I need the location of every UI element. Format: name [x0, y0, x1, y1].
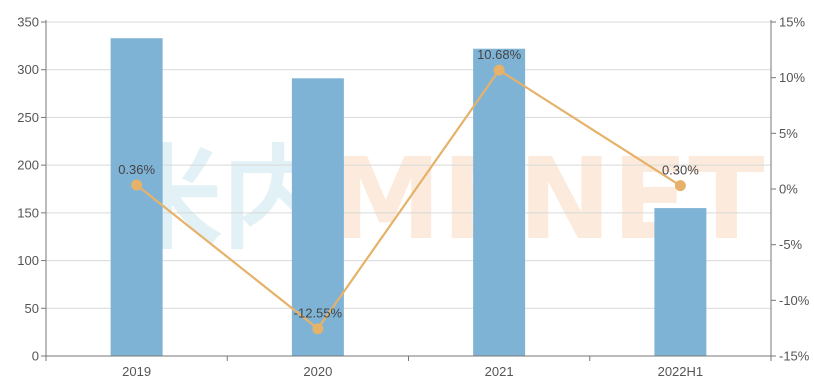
right-tick-label: 5% [779, 126, 798, 141]
x-axis-ticks: 2019 2020 2021 2022H1 [45, 356, 772, 379]
right-tick-label: 0% [779, 182, 798, 197]
left-tick-label: 200 [17, 158, 39, 173]
left-tick-label: 150 [17, 205, 39, 220]
left-tick-label: 300 [17, 62, 39, 77]
x-tick-label: 2020 [303, 364, 332, 379]
right-tick-label: -15% [779, 349, 810, 364]
line-point-2019 [131, 179, 143, 191]
line-point-2021 [493, 64, 505, 76]
data-label-2022h1: 0.30% [662, 163, 699, 178]
x-tick-label: 2021 [485, 364, 514, 379]
x-tick-label: 2022H1 [658, 364, 704, 379]
line-series [131, 64, 686, 335]
left-tick-label: 0 [32, 349, 39, 364]
data-label-2021: 10.68% [477, 47, 522, 62]
right-tick-label: -5% [779, 237, 803, 252]
bar-2022h1 [654, 208, 707, 356]
left-axis-ticks: 0 50 100 150 200 250 300 350 [17, 15, 46, 364]
bar-series [110, 38, 707, 356]
right-tick-label: -10% [779, 293, 810, 308]
right-axis-ticks: -15% -10% -5% 0% 5% 10% 15% [771, 15, 810, 364]
data-label-2019: 0.36% [118, 162, 155, 177]
right-tick-label: 15% [779, 15, 805, 30]
data-label-2020: -12.55% [294, 306, 343, 321]
line-path [135, 68, 681, 330]
left-tick-label: 100 [17, 253, 39, 268]
left-tick-label: 250 [17, 110, 39, 125]
line-point-2022h1 [674, 180, 686, 192]
line-data-labels: 0.36% -12.55% 10.68% 0.30% [118, 47, 699, 321]
bar-2020 [291, 78, 344, 356]
left-tick-label: 350 [17, 15, 39, 30]
left-tick-label: 50 [25, 301, 39, 316]
x-tick-label: 2019 [122, 364, 151, 379]
line-point-2020 [312, 323, 324, 335]
bar-2019 [110, 38, 163, 356]
right-tick-label: 10% [779, 70, 805, 85]
bar-2021 [473, 48, 526, 356]
